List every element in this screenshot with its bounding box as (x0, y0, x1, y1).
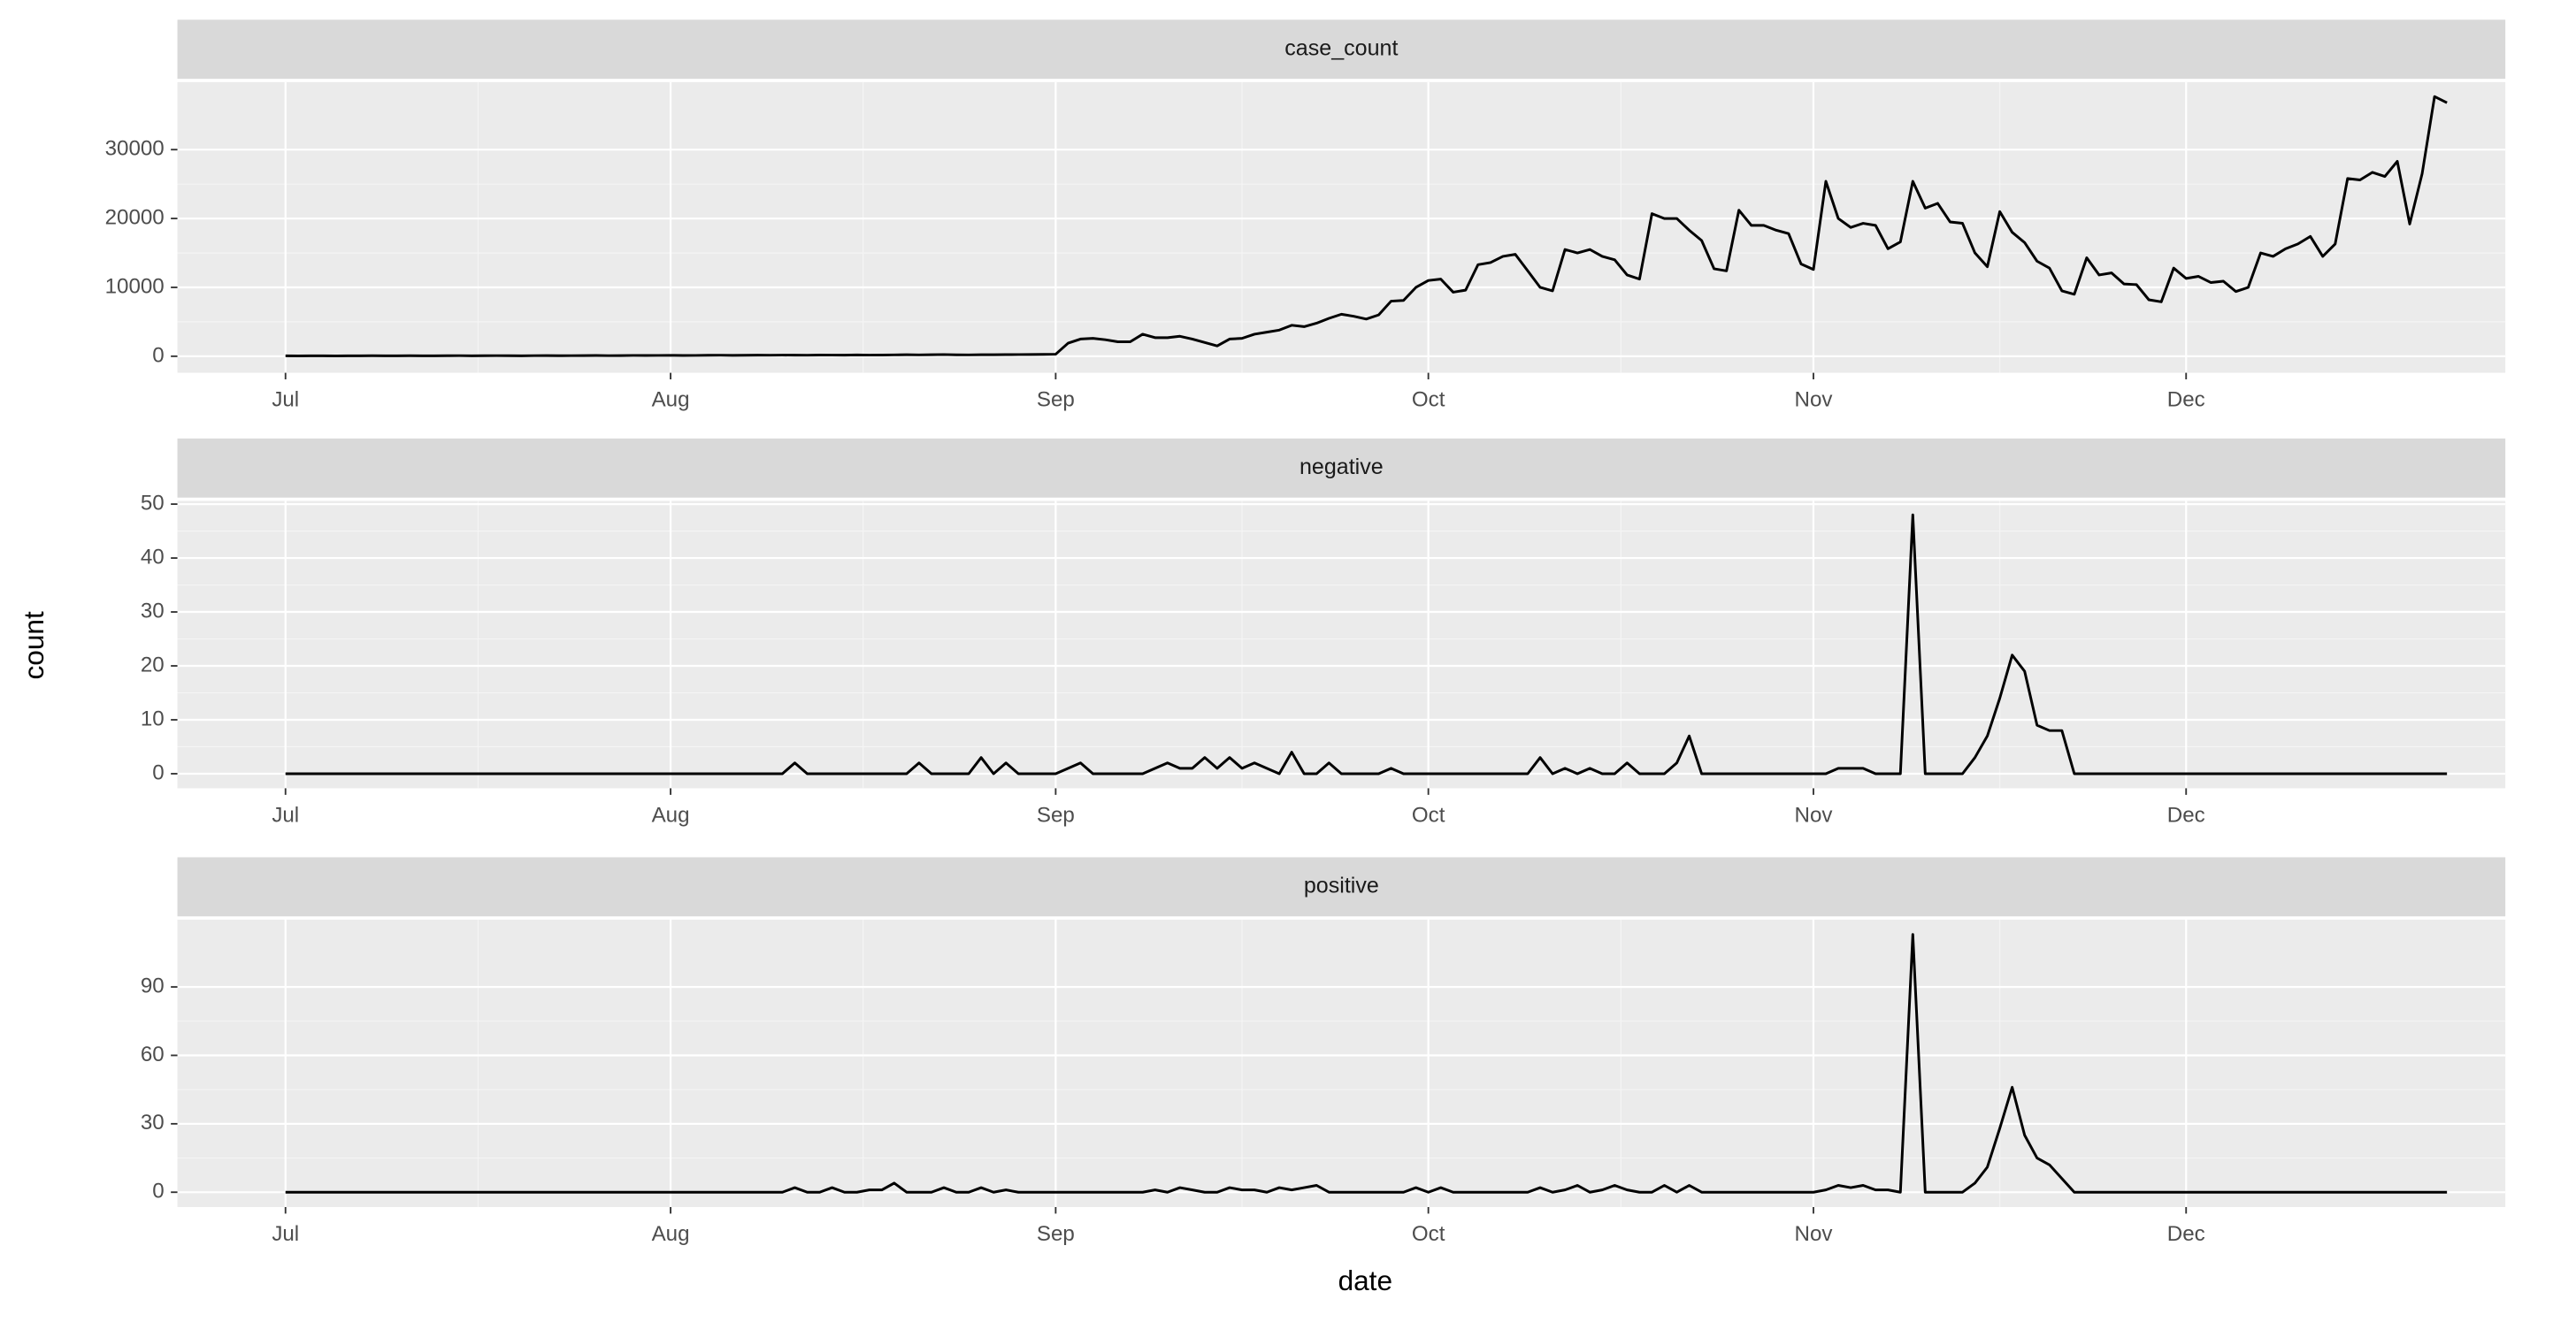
strip-title: negative (1300, 455, 1384, 479)
strip (177, 857, 2506, 917)
y-tick-label: 40 (141, 545, 165, 569)
y-tick-label: 30 (141, 1111, 165, 1135)
x-tick-label: Aug (652, 803, 690, 827)
y-tick-label: 30000 (105, 137, 165, 161)
strip-title: case_count (1284, 35, 1398, 60)
strip-title: positive (1304, 873, 1379, 898)
y-tick-label: 30 (141, 599, 165, 623)
x-tick-label: Jul (272, 803, 299, 827)
x-tick-label: Sep (1037, 388, 1075, 412)
x-tick-label: Nov (1795, 1222, 1833, 1246)
panel-background (177, 920, 2506, 1207)
x-tick-label: Oct (1412, 388, 1445, 412)
x-tick-label: Jul (272, 388, 299, 412)
y-tick-label: 90 (141, 974, 165, 997)
panel-background (177, 501, 2506, 789)
x-axis-title: date (1338, 1265, 1392, 1296)
x-tick-label: Nov (1795, 388, 1833, 412)
y-tick-label: 0 (152, 1180, 164, 1204)
x-tick-label: Sep (1037, 1222, 1075, 1246)
x-tick-label: Jul (272, 1222, 299, 1246)
x-tick-label: Sep (1037, 803, 1075, 827)
x-tick-label: Aug (652, 388, 690, 412)
x-tick-label: Dec (2167, 388, 2205, 412)
x-tick-label: Aug (652, 1222, 690, 1246)
y-tick-label: 60 (141, 1043, 165, 1066)
y-tick-label: 50 (141, 491, 165, 515)
y-tick-label: 20000 (105, 205, 165, 229)
x-tick-label: Dec (2167, 803, 2205, 827)
x-tick-label: Oct (1412, 1222, 1445, 1246)
y-tick-label: 10000 (105, 274, 165, 298)
y-tick-label: 0 (152, 343, 164, 367)
y-tick-label: 0 (152, 760, 164, 784)
x-tick-label: Dec (2167, 1222, 2205, 1246)
y-tick-label: 20 (141, 653, 165, 676)
line (285, 933, 2448, 1194)
x-tick-label: Nov (1795, 803, 1833, 827)
strip (177, 19, 2506, 80)
y-axis-title: count (18, 611, 50, 679)
line (285, 95, 2448, 357)
y-tick-label: 10 (141, 707, 165, 730)
panel-background (177, 81, 2506, 373)
strip (177, 438, 2506, 498)
x-tick-label: Oct (1412, 803, 1445, 827)
line (285, 513, 2448, 776)
